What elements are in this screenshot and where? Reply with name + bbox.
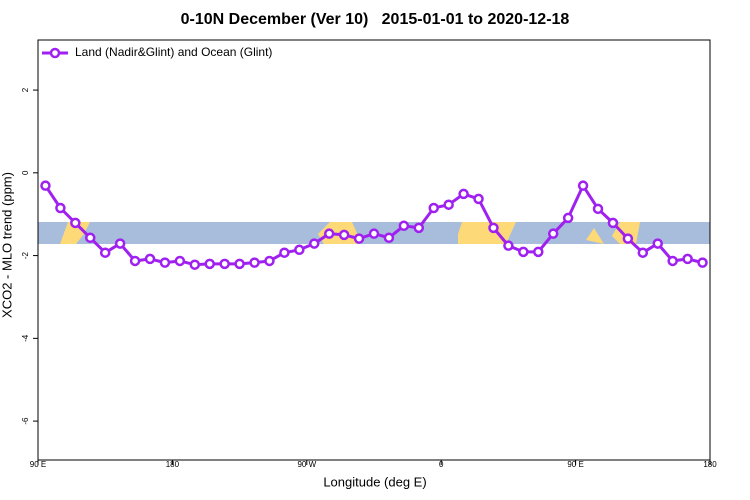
data-point	[577, 180, 589, 191]
data-point	[85, 232, 96, 244]
data-point	[70, 217, 81, 229]
data-point	[338, 229, 350, 241]
data-point	[264, 255, 275, 267]
y-tick-label: -4	[21, 334, 30, 342]
data-point	[383, 232, 395, 244]
data-point	[129, 255, 141, 267]
data-point	[309, 238, 320, 249]
data-point	[144, 253, 156, 265]
data-point	[443, 199, 454, 210]
data-point	[622, 233, 634, 244]
data-point	[323, 228, 335, 239]
data-point	[518, 246, 529, 258]
data-point	[547, 228, 559, 239]
data-point	[562, 212, 574, 224]
data-point	[473, 193, 484, 205]
data-point	[488, 222, 499, 234]
data-point	[204, 258, 215, 270]
data-point	[99, 247, 111, 258]
x-axis-label: Longitude (deg E)	[323, 474, 426, 489]
legend-marker	[49, 47, 61, 59]
data-point	[637, 247, 649, 258]
data-point	[458, 188, 469, 200]
data-point	[398, 220, 410, 232]
data-point	[114, 238, 126, 249]
x-tick-label: 180	[703, 460, 717, 469]
data-point	[667, 255, 678, 267]
x-tick-label: 180	[166, 460, 180, 469]
data-point	[55, 202, 66, 214]
data-point	[40, 180, 51, 191]
data-point	[159, 257, 171, 268]
chart-title: 0-10N December (Ver 10) 2015-01-01 to 20…	[181, 11, 570, 28]
y-tick-label: 0	[21, 170, 30, 175]
y-tick-label: 2	[21, 87, 30, 92]
x-tick-label: 90 E	[30, 460, 46, 469]
x-tick-label: 0	[439, 460, 444, 469]
x-tick-label: 90 W	[297, 460, 316, 469]
data-point	[533, 246, 544, 258]
legend-label: Land (Nadir&Glint) and Ocean (Glint)	[75, 45, 272, 59]
data-point	[652, 238, 663, 249]
data-point	[503, 240, 514, 251]
data-point	[234, 258, 245, 270]
y-tick-label: -2	[21, 251, 30, 259]
y-tick-label: -6	[21, 417, 30, 425]
data-point	[413, 222, 425, 234]
data-point	[219, 258, 230, 270]
data-point	[697, 257, 708, 268]
y-axis-label: XCO2 - MLO trend (ppm)	[0, 172, 14, 318]
data-point	[607, 217, 619, 229]
data-point	[294, 244, 305, 256]
data-point	[174, 255, 186, 267]
data-point	[592, 203, 604, 215]
data-point	[279, 247, 290, 258]
data-point	[368, 228, 380, 239]
plot-frame	[37, 39, 711, 461]
data-point	[189, 259, 201, 270]
data-point	[682, 253, 693, 265]
data-point	[428, 202, 439, 214]
data-point	[353, 233, 365, 244]
x-tick-label: 90 E	[567, 460, 583, 469]
data-point	[249, 257, 260, 268]
